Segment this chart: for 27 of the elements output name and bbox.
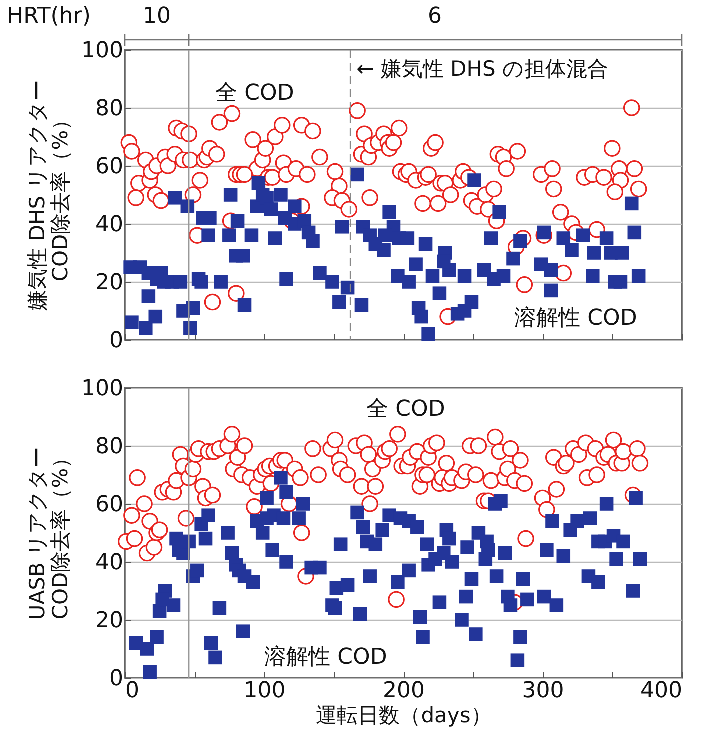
text: 10 bbox=[143, 4, 171, 29]
y-tick-label: 100 bbox=[82, 38, 124, 64]
x-axis-title: 運転日数（days） bbox=[316, 704, 492, 728]
y-axis-title: UASB リアクター COD除去率（%） bbox=[26, 446, 73, 620]
x-tick-label: 400 bbox=[640, 678, 682, 704]
y-tick-label: 0 bbox=[110, 328, 124, 354]
annotation: 全 COD bbox=[366, 397, 446, 422]
y-axis-title: 嫌気性 DHS リアクター COD除去率（%） bbox=[26, 80, 73, 311]
x-tick-label: 200 bbox=[383, 678, 425, 704]
text: HRT(hr) bbox=[7, 4, 91, 29]
y-tick-label: 60 bbox=[96, 154, 124, 180]
text: 6 bbox=[428, 4, 442, 29]
y-tick-label: 20 bbox=[96, 608, 124, 634]
y-tick-label: 40 bbox=[96, 550, 124, 576]
y-tick-label: 60 bbox=[96, 492, 124, 518]
annotation: 溶解性 COD bbox=[264, 645, 388, 670]
x-tick-label: 100 bbox=[244, 678, 286, 704]
ref-line-label: ← 嫌気性 DHS の担体混合 bbox=[356, 57, 609, 81]
x-tick-label: 0 bbox=[126, 678, 140, 704]
x-tick-label: 300 bbox=[522, 678, 564, 704]
y-tick-label: 40 bbox=[96, 212, 124, 238]
y-tick-label: 20 bbox=[96, 270, 124, 296]
y-tick-label: 80 bbox=[96, 434, 124, 460]
y-tick-label: 100 bbox=[82, 376, 124, 402]
annotation: 全 COD bbox=[216, 81, 294, 106]
annotation: 溶解性 COD bbox=[514, 306, 638, 331]
y-tick-label: 80 bbox=[96, 96, 124, 122]
